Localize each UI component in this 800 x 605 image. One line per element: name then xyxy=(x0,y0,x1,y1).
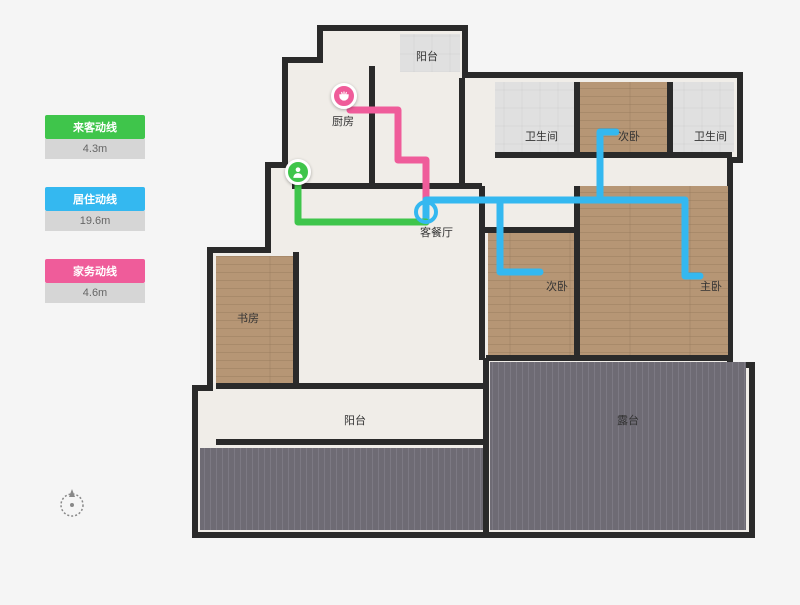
route-marker xyxy=(331,83,357,109)
room-label-weishengjian1: 卫生间 xyxy=(525,128,558,144)
legend-guest-title: 来客动线 xyxy=(45,115,145,139)
room-label-yangtai_bottom: 阳台 xyxy=(344,412,366,428)
room-label-shufang: 书房 xyxy=(237,310,259,326)
legend-living: 居住动线 19.6m xyxy=(45,187,145,231)
legend-chore-value: 4.6m xyxy=(45,283,145,303)
legend-chore: 家务动线 4.6m xyxy=(45,259,145,303)
legend-guest-value: 4.3m xyxy=(45,139,145,159)
legend-chore-title: 家务动线 xyxy=(45,259,145,283)
room-label-ciwo2: 次卧 xyxy=(546,278,568,294)
room-label-lutai: 露台 xyxy=(617,412,639,428)
room-label-weishengjian2: 卫生间 xyxy=(694,128,727,144)
legend-panel: 来客动线 4.3m 居住动线 19.6m 家务动线 4.6m xyxy=(45,115,145,331)
room-label-yangtai_top: 阳台 xyxy=(416,48,438,64)
room-label-chufang: 厨房 xyxy=(332,113,354,129)
room-label-zhuwo: 主卧 xyxy=(700,278,722,294)
route-marker xyxy=(285,159,311,185)
room-label-kecanting: 客餐厅 xyxy=(420,224,453,240)
room-label-ciwo1: 次卧 xyxy=(618,128,640,144)
legend-guest: 来客动线 4.3m xyxy=(45,115,145,159)
legend-living-value: 19.6m xyxy=(45,211,145,231)
legend-living-title: 居住动线 xyxy=(45,187,145,211)
compass-icon xyxy=(55,485,89,524)
